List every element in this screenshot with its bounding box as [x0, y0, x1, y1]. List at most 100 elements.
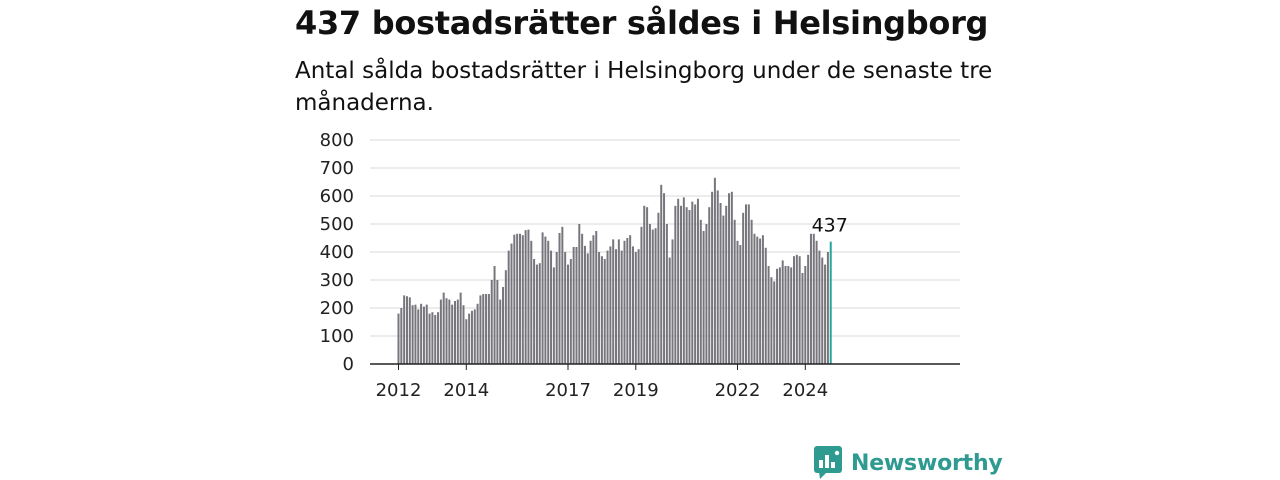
bar [459, 292, 462, 364]
bar [544, 236, 547, 364]
bar [400, 308, 403, 364]
bar [521, 235, 524, 364]
bar [702, 231, 705, 364]
bars [397, 177, 832, 364]
bar [564, 252, 567, 364]
bar [603, 259, 606, 364]
bar [818, 250, 821, 364]
bar [705, 224, 708, 364]
bar [793, 256, 795, 364]
bar [493, 266, 496, 364]
y-tick-label: 200 [320, 298, 354, 319]
bar [770, 277, 773, 364]
bar [456, 299, 459, 364]
bar [468, 313, 471, 364]
bar [773, 281, 776, 364]
bar [465, 319, 468, 364]
bar [759, 238, 762, 364]
bar [518, 233, 521, 364]
bar [809, 233, 812, 364]
bar [428, 313, 431, 364]
bar [405, 296, 408, 364]
bar [756, 236, 759, 364]
bar [524, 230, 527, 364]
bar [408, 297, 411, 364]
bar [485, 294, 488, 364]
bar [730, 191, 733, 364]
bar [682, 197, 685, 364]
bar [665, 224, 668, 364]
bar [445, 298, 448, 364]
bar [490, 280, 493, 364]
bar [612, 239, 615, 364]
bar [454, 301, 456, 364]
bar [651, 229, 654, 364]
bar [583, 245, 586, 364]
bar [420, 303, 423, 364]
chart-subtitle: Antal sålda bostadsrätter i Helsingborg … [295, 58, 993, 116]
bar [657, 212, 660, 364]
bar [637, 249, 640, 364]
bar [631, 246, 634, 364]
bar [781, 260, 784, 364]
bar [417, 309, 420, 364]
bar [713, 177, 716, 364]
bar [507, 250, 510, 364]
bar [654, 228, 657, 364]
x-tick-label: 2017 [545, 380, 591, 401]
bar [572, 246, 575, 364]
bar [403, 295, 406, 364]
bar [688, 210, 691, 364]
bar [725, 205, 728, 364]
bar [575, 246, 578, 364]
bar [547, 240, 550, 364]
bar [414, 304, 417, 364]
bar [502, 287, 505, 364]
bar [640, 226, 643, 364]
bar [595, 231, 598, 364]
bar [711, 191, 714, 364]
bar [561, 226, 564, 364]
bar [552, 267, 555, 364]
bar [600, 256, 603, 364]
bar [586, 253, 589, 364]
bar [567, 264, 569, 364]
bar [439, 299, 442, 364]
bar [747, 204, 750, 364]
bar [411, 305, 414, 364]
bar [476, 303, 479, 364]
bar [821, 257, 824, 364]
bar [680, 205, 682, 364]
bar [736, 240, 739, 364]
bar [482, 294, 485, 364]
x-tick-label: 2012 [376, 380, 422, 401]
bar [733, 219, 736, 364]
last-value-annotation: 437 [812, 215, 848, 237]
bar [592, 235, 595, 364]
x-tick-label: 2022 [715, 380, 761, 401]
bar [643, 205, 646, 364]
bar [513, 234, 516, 364]
bar [660, 184, 663, 364]
x-axis [370, 363, 960, 370]
bar [470, 310, 473, 364]
newsworthy-logo[interactable]: Newsworthy [814, 446, 1003, 480]
bar [764, 247, 767, 364]
bar [550, 250, 553, 364]
bar [663, 193, 666, 364]
bar [626, 238, 629, 364]
bar [479, 295, 482, 364]
bar [434, 315, 437, 364]
x-tick-label: 2024 [782, 380, 828, 401]
bar [646, 207, 649, 364]
bar [742, 212, 745, 364]
bar [527, 229, 530, 364]
bar [677, 198, 680, 364]
bar [784, 266, 787, 364]
bar [581, 233, 584, 364]
y-tick-label: 500 [320, 214, 354, 235]
bar [767, 266, 770, 364]
y-tick-label: 300 [320, 270, 354, 291]
bar [787, 266, 790, 364]
